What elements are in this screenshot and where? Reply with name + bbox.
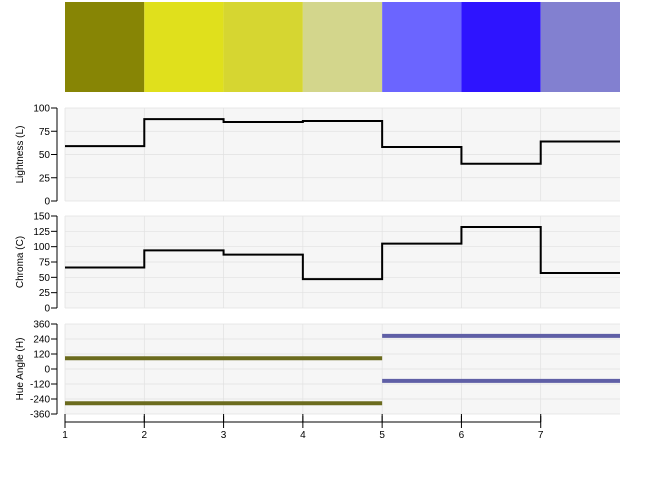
y-tick-label: 150: [33, 212, 50, 223]
y-tick-label: 100: [33, 104, 50, 115]
y-tick-label: 360: [33, 320, 50, 331]
y-axis-title: Chroma (C): [15, 236, 26, 288]
x-tick-label: 6: [459, 430, 465, 441]
color-swatch-3: [223, 2, 303, 92]
y-tick-label: 0: [44, 304, 50, 315]
x-tick-label: 1: [62, 430, 68, 441]
x-tick-label: 3: [221, 430, 227, 441]
y-tick-label: 240: [33, 335, 50, 346]
y-tick-label: 75: [39, 258, 51, 269]
x-tick-label: 4: [300, 430, 306, 441]
y-tick-label: 100: [33, 242, 50, 253]
y-axis-title: Hue Angle (H): [15, 338, 26, 401]
x-tick-label: 2: [142, 430, 148, 441]
y-tick-label: 75: [39, 127, 51, 138]
y-tick-label: 50: [39, 273, 51, 284]
color-swatch-2: [144, 2, 224, 92]
color-swatch-7: [540, 2, 620, 92]
y-axis-title: Lightness (L): [15, 126, 26, 184]
y-tick-label: 120: [33, 350, 50, 361]
x-tick-label: 5: [379, 430, 385, 441]
y-tick-label: 25: [39, 173, 51, 184]
y-tick-label: -360: [30, 410, 50, 421]
y-tick-label: -240: [30, 395, 50, 406]
y-tick-label: 50: [39, 150, 51, 161]
y-tick-label: -120: [30, 380, 50, 391]
step-line-1: [65, 118, 620, 165]
y-tick-label: 125: [33, 227, 50, 238]
y-tick-label: 0: [44, 197, 50, 208]
color-swatch-1: [65, 2, 145, 92]
step-line-2: [65, 226, 620, 281]
y-tick-label: 0: [44, 365, 50, 376]
color-swatch-4: [302, 2, 383, 92]
color-swatch-5: [382, 2, 462, 92]
x-tick-label: 7: [538, 430, 544, 441]
color-swatch-6: [461, 2, 541, 92]
y-tick-label: 25: [39, 288, 51, 299]
